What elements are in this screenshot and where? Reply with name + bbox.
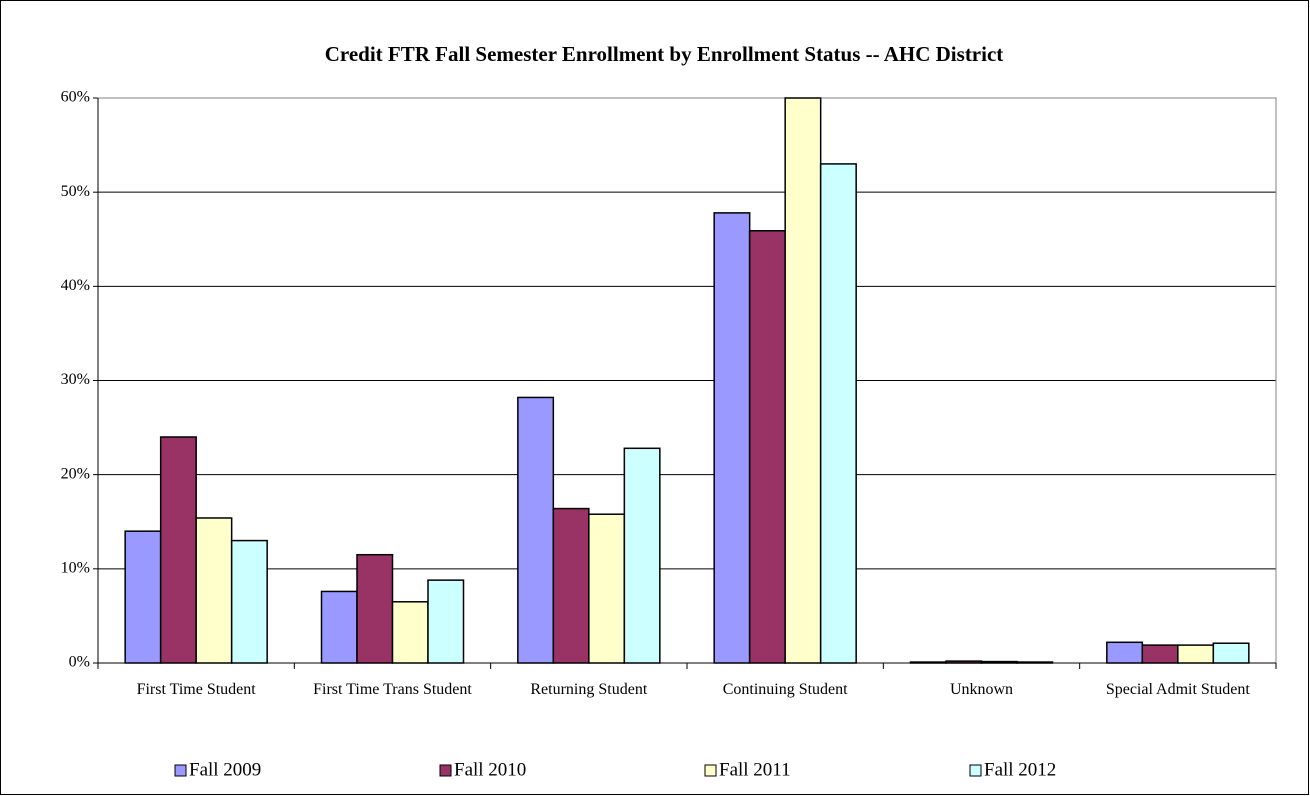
y-tick-label: 0% <box>69 654 90 671</box>
legend-label: Fall 2009 <box>189 759 261 780</box>
x-tick-label: Unknown <box>949 681 1014 698</box>
bar <box>195 517 233 664</box>
x-tick-label: Returning Student <box>530 681 648 698</box>
legend-label: Fall 2011 <box>719 759 791 780</box>
chart-title: Credit FTR Fall Semester Enrollment by E… <box>325 42 1004 66</box>
y-tick-label: 30% <box>61 371 90 388</box>
x-tick-label: First Time Trans Student <box>313 681 472 698</box>
bar <box>819 163 857 664</box>
legend-swatch <box>174 764 187 777</box>
bar <box>124 530 162 664</box>
bar <box>1177 644 1215 664</box>
bar <box>713 212 751 664</box>
legend-swatch <box>969 764 982 777</box>
x-tick-label: Continuing Student <box>722 681 848 698</box>
y-tick-label: 60% <box>61 89 90 106</box>
legend-swatch <box>439 764 452 777</box>
y-tick-label: 10% <box>61 560 90 577</box>
bar <box>427 579 465 664</box>
x-tick-label: First Time Student <box>136 681 256 698</box>
bar <box>552 507 590 664</box>
bar <box>517 396 555 664</box>
bar <box>1212 642 1250 664</box>
legend-label: Fall 2012 <box>984 759 1056 780</box>
y-tick-label: 40% <box>61 277 90 294</box>
legend-label: Fall 2010 <box>454 759 526 780</box>
bar <box>230 539 268 664</box>
legend-swatch <box>704 764 717 777</box>
y-tick-label: 50% <box>61 183 90 200</box>
bar <box>588 513 626 664</box>
bar <box>748 230 786 664</box>
x-tick-label: Special Admit Student <box>1105 681 1250 698</box>
bar <box>1141 644 1179 664</box>
bar <box>320 590 358 664</box>
bar <box>784 97 822 664</box>
bar <box>623 447 661 664</box>
y-tick-label: 20% <box>61 465 90 482</box>
bar <box>391 601 429 664</box>
bar <box>1106 641 1144 664</box>
bar <box>356 553 394 664</box>
bar <box>159 436 197 664</box>
